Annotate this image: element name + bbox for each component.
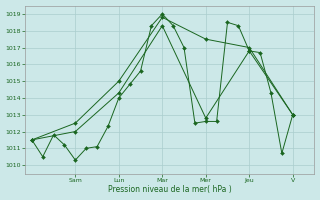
X-axis label: Pression niveau de la mer( hPa ): Pression niveau de la mer( hPa ): [108, 185, 232, 194]
